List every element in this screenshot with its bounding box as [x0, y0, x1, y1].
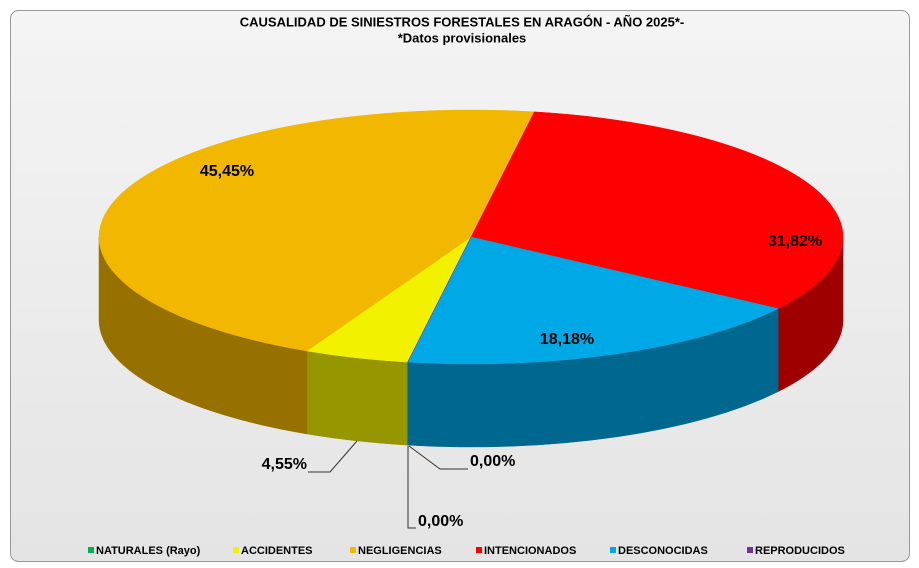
legend-label: INTENCIONADOS: [484, 545, 576, 557]
legend-swatch: [610, 547, 616, 553]
legend-label: REPRODUCIDOS: [755, 545, 845, 557]
slice: [98, 109, 535, 352]
leader-line: [308, 440, 358, 473]
chart-subtitle: *Datos provisionales: [398, 30, 527, 45]
legend-swatch: [233, 547, 239, 553]
legend-label: DESCONOCIDAS: [618, 545, 708, 557]
legend-swatch: [476, 547, 482, 553]
data-label: 31,82%: [768, 233, 822, 250]
legend-label: NEGLIGENCIAS: [358, 545, 442, 557]
data-label: 0,00%: [470, 453, 515, 470]
slice: [470, 111, 844, 309]
legend-label: ACCIDENTES: [241, 545, 313, 557]
legend-swatch: [350, 547, 356, 553]
data-label: 45,45%: [200, 163, 254, 180]
slice: [407, 236, 779, 365]
legend-swatch: [747, 547, 753, 553]
leader-line: [408, 445, 468, 470]
legend-swatch: [88, 547, 94, 553]
data-label: 4,55%: [262, 456, 307, 473]
data-label: 18,18%: [540, 331, 594, 348]
slice-side: [306, 350, 408, 446]
data-label: 0,00%: [418, 513, 463, 530]
chart-title: CAUSALIDAD DE SINIESTROS FORESTALES EN A…: [240, 14, 684, 29]
legend-label: NATURALES (Rayo): [96, 545, 201, 557]
leader-line: [407, 446, 416, 529]
